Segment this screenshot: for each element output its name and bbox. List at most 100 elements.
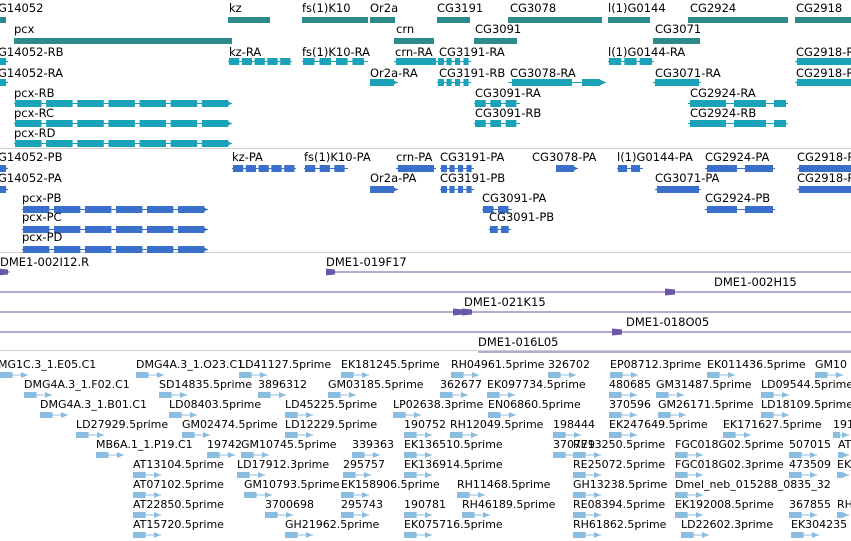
clone-feature-dme1-021k15[interactable] — [0, 308, 851, 316]
protein-feature-cg3078-pa[interactable] — [556, 165, 578, 172]
est-feature-ek097734-5prime[interactable] — [487, 392, 515, 398]
protein-feature-pcx-pd[interactable] — [22, 246, 208, 253]
est-feature-mg1c-3-1-e05-c1[interactable] — [0, 372, 28, 378]
est-feature-ek011436-5prime[interactable] — [707, 372, 735, 378]
protein-feature-crn-pa[interactable] — [396, 165, 436, 172]
gene-bar-or2a[interactable] — [370, 17, 395, 23]
est-feature-re25072-5prime[interactable] — [573, 472, 601, 478]
gene-bar-cg2924[interactable] — [688, 17, 788, 23]
est-feature-ek136914-5prime[interactable] — [404, 472, 432, 478]
est-feature-ek075716-5prime[interactable] — [404, 532, 432, 538]
protein-feature-fs-1-k10-pa[interactable] — [304, 165, 348, 172]
gene-bar-cg3191[interactable] — [437, 17, 470, 23]
gene-bar-cg3071[interactable] — [653, 38, 700, 44]
gene-bar-cg3091[interactable] — [474, 38, 517, 44]
est-feature-339363[interactable] — [352, 452, 380, 458]
est-feature-rh04961-5prime[interactable] — [451, 372, 479, 378]
protein-feature-cg2924-pa[interactable] — [705, 165, 775, 172]
est-feature-ek136510-5prime[interactable] — [404, 452, 432, 458]
protein-feature-g14052-pa[interactable] — [0, 186, 8, 193]
mrna-feature-cg2918-ra[interactable] — [795, 58, 851, 65]
est-feature-re13250-5prime[interactable] — [573, 452, 601, 458]
mrna-feature-cg2924-ra[interactable] — [688, 100, 788, 107]
gene-bar-l-1-g0144[interactable] — [608, 17, 650, 23]
est-feature-ek304235[interactable] — [791, 532, 819, 538]
est-feature-rh[interactable] — [837, 512, 849, 518]
protein-feature-cg3091-pb[interactable] — [489, 226, 511, 233]
protein-feature-cg2918-pb[interactable] — [797, 165, 851, 172]
gene-bar-cg3078[interactable] — [508, 17, 602, 23]
protein-feature-pcx-pb[interactable] — [22, 206, 208, 213]
mrna-feature-pcx-rd[interactable] — [14, 140, 232, 147]
protein-feature-pcx-pc[interactable] — [22, 226, 208, 233]
est-feature-507015[interactable] — [789, 452, 817, 458]
est-feature-rh46189-5prime[interactable] — [462, 512, 490, 518]
protein-feature-cg2918-pa[interactable] — [797, 186, 851, 193]
protein-feature-cg3191-pa[interactable] — [440, 165, 474, 172]
est-feature-re08394-5prime[interactable] — [573, 512, 601, 518]
est-feature-gm02474-5prime[interactable] — [182, 432, 210, 438]
est-feature-295757[interactable] — [343, 472, 371, 478]
est-feature-3700698[interactable] — [265, 512, 293, 518]
est-feature-ld09544-5prime[interactable] — [761, 392, 789, 398]
est-feature-370596[interactable] — [609, 412, 637, 418]
est-feature-ld45225-5prime[interactable] — [285, 412, 313, 418]
est-feature-198444[interactable] — [553, 432, 581, 438]
mrna-feature-cg2918-rb[interactable] — [795, 79, 851, 86]
est-feature-dmg4a-3-1-o23-c1[interactable] — [136, 372, 164, 378]
est-feature-19742[interactable] — [207, 452, 235, 458]
est-feature-ep08712-3prime[interactable] — [610, 372, 638, 378]
est-feature-ld17912-3prime[interactable] — [237, 472, 265, 478]
est-feature-326702[interactable] — [548, 372, 576, 378]
est-feature-dmg4a-3-1-f02-c1[interactable] — [24, 392, 52, 398]
est-feature-rh11468-5prime[interactable] — [457, 492, 485, 498]
est-feature-at13104-5prime[interactable] — [133, 472, 161, 478]
mrna-feature-cg2924-rb[interactable] — [688, 120, 788, 127]
est-feature-fgc018g02-5prime[interactable] — [675, 452, 703, 458]
est-feature-rh12049-5prime[interactable] — [450, 432, 478, 438]
est-feature-dmel-neb-015288-0835-32[interactable] — [675, 492, 703, 498]
est-feature-3896312[interactable] — [258, 392, 286, 398]
est-feature-sd14835-5prime[interactable] — [159, 392, 187, 398]
est-feature-dmg4a-3-1-b01-c1[interactable] — [40, 412, 68, 418]
mrna-feature-cg3091-ra[interactable] — [474, 100, 520, 107]
mrna-feature-g14052-ra[interactable] — [0, 79, 8, 86]
mrna-feature-or2a-ra[interactable] — [370, 79, 398, 86]
mrna-feature-pcx-rc[interactable] — [14, 120, 232, 127]
est-feature-ek171627-5prime[interactable] — [723, 432, 751, 438]
est-feature-at[interactable] — [838, 452, 849, 458]
est-feature-480685[interactable] — [609, 392, 637, 398]
protein-feature-or2a-pa[interactable] — [370, 186, 398, 193]
est-feature-362677[interactable] — [440, 392, 468, 398]
clone-feature-dme1-002h15[interactable] — [0, 288, 851, 296]
est-feature-fgc018g02-3prime[interactable] — [675, 472, 703, 478]
est-feature-ek181245-5prime[interactable] — [341, 372, 369, 378]
est-feature-ld08403-5prime[interactable] — [169, 412, 197, 418]
clone-feature-dme1-018o05[interactable] — [0, 328, 851, 336]
protein-feature-cg2924-pb[interactable] — [705, 206, 775, 213]
est-feature-gm03185-5prime[interactable] — [328, 392, 356, 398]
gene-bar-pcx[interactable] — [14, 38, 232, 44]
protein-feature-kz-pa[interactable] — [232, 165, 296, 172]
protein-feature-g14052-pb[interactable] — [0, 165, 8, 172]
est-feature-gh13238-5prime[interactable] — [573, 492, 601, 498]
est-feature-ld27929-5prime[interactable] — [76, 432, 104, 438]
protein-feature-cg3091-pa[interactable] — [482, 206, 512, 213]
est-feature-190781[interactable] — [404, 512, 432, 518]
est-feature-191[interactable] — [833, 432, 849, 438]
gene-bar-fs-1-k10[interactable] — [302, 17, 368, 23]
est-feature-lp02638-3prime[interactable] — [393, 412, 421, 418]
est-feature-gm31487-5prime[interactable] — [656, 392, 684, 398]
mrna-feature-pcx-rb[interactable] — [14, 100, 232, 107]
est-feature-ld12229-5prime[interactable] — [285, 432, 313, 438]
protein-feature-l-1-g0144-pa[interactable] — [617, 165, 643, 172]
gene-bar-g14052[interactable] — [0, 17, 6, 23]
est-feature-gm10793-5prime[interactable] — [244, 492, 272, 498]
protein-feature-cg3071-pa[interactable] — [655, 186, 701, 193]
est-feature-gm26171-5prime[interactable] — [658, 412, 686, 418]
est-feature-en06860-5prime[interactable] — [488, 412, 516, 418]
est-feature-ld41127-5prime[interactable] — [239, 372, 267, 378]
est-feature-at22850-5prime[interactable] — [133, 512, 161, 518]
mrna-feature-g14052-rb[interactable] — [0, 58, 8, 65]
est-feature-ek192008-5prime[interactable] — [675, 512, 703, 518]
